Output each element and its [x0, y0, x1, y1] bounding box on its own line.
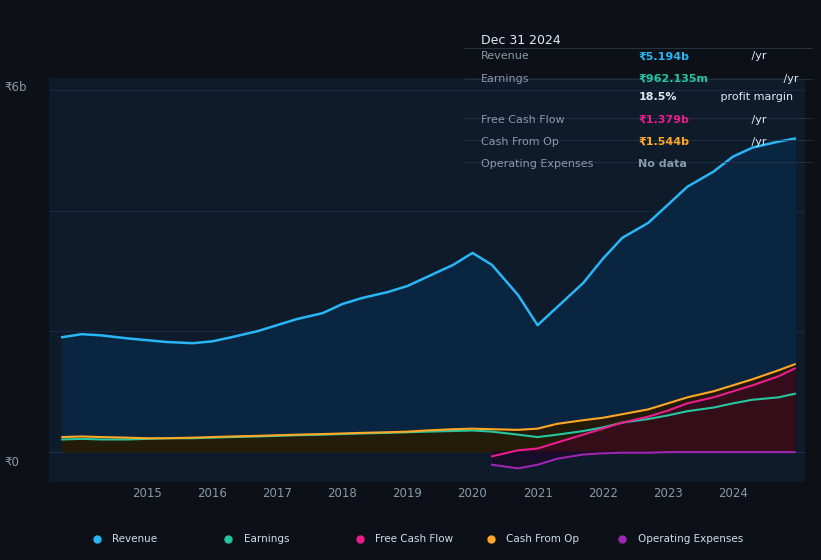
Text: Cash From Op: Cash From Op: [481, 137, 559, 147]
Text: ₹5.194b: ₹5.194b: [639, 52, 690, 62]
Text: Dec 31 2024: Dec 31 2024: [481, 34, 561, 48]
Text: Operating Expenses: Operating Expenses: [481, 159, 594, 169]
Text: /yr: /yr: [748, 137, 767, 147]
Text: Operating Expenses: Operating Expenses: [638, 534, 743, 544]
Text: Free Cash Flow: Free Cash Flow: [375, 534, 453, 544]
Text: Earnings: Earnings: [481, 73, 530, 83]
Text: /yr: /yr: [780, 73, 798, 83]
Text: /yr: /yr: [748, 115, 767, 125]
Text: ₹962.135m: ₹962.135m: [639, 73, 709, 83]
Text: Earnings: Earnings: [244, 534, 289, 544]
Text: ₹1.544b: ₹1.544b: [639, 137, 690, 147]
Text: ₹6b: ₹6b: [4, 81, 26, 94]
Text: Cash From Op: Cash From Op: [507, 534, 580, 544]
Text: Revenue: Revenue: [112, 534, 158, 544]
Text: profit margin: profit margin: [717, 92, 793, 102]
Text: /yr: /yr: [748, 52, 767, 62]
Text: 18.5%: 18.5%: [639, 92, 677, 102]
Text: Revenue: Revenue: [481, 52, 530, 62]
Text: ₹0: ₹0: [4, 456, 19, 469]
Text: ₹1.379b: ₹1.379b: [639, 115, 689, 125]
Text: Free Cash Flow: Free Cash Flow: [481, 115, 565, 125]
Text: No data: No data: [639, 159, 687, 169]
